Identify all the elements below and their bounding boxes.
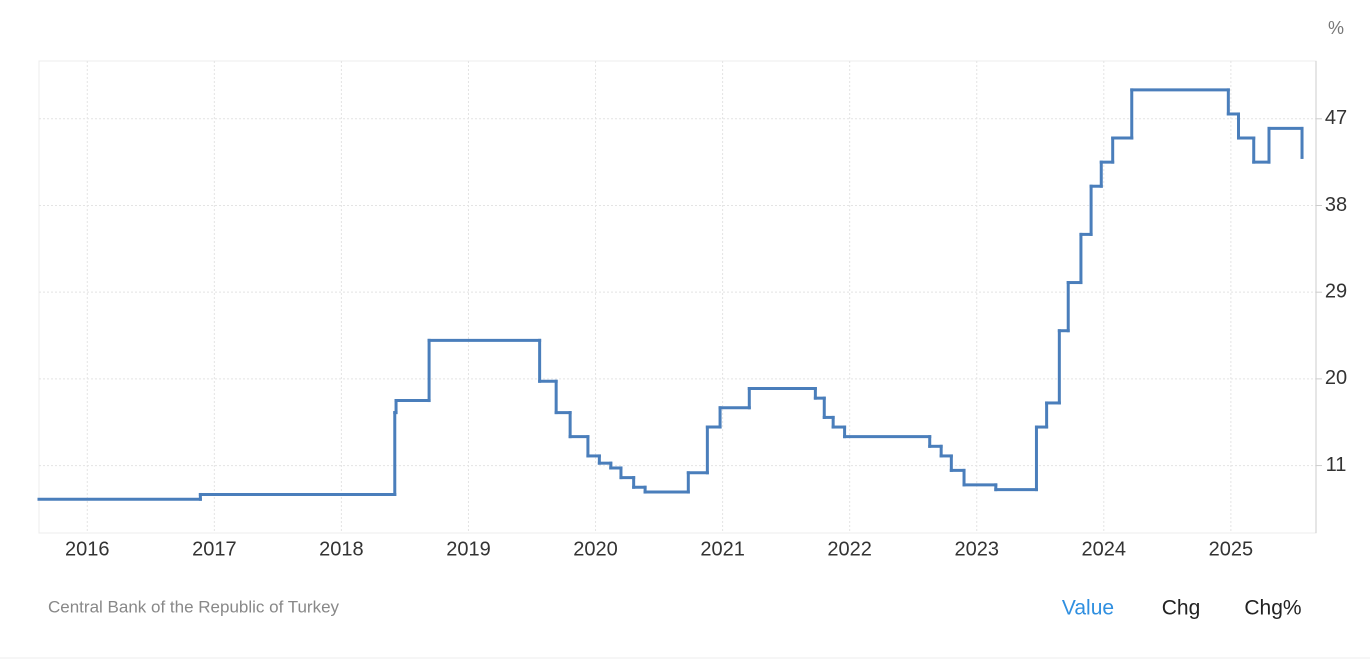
y-tick-label: 47 xyxy=(1325,107,1347,129)
y-tick-label: 38 xyxy=(1325,194,1347,216)
unit-label: % xyxy=(1328,18,1344,38)
x-tick-label: 2019 xyxy=(446,538,491,560)
chg-button[interactable]: Chg xyxy=(1162,597,1201,620)
y-tick-label: 20 xyxy=(1325,367,1347,389)
chgpct-button[interactable]: Chg% xyxy=(1244,597,1301,620)
source: Central Bank of the Republic of Turkey xyxy=(48,597,340,616)
x-tick-label: 2023 xyxy=(954,538,999,560)
x-tick-label: 2022 xyxy=(827,538,872,560)
x-tick-label: 2017 xyxy=(192,538,237,560)
x-tick-label: 2016 xyxy=(65,538,110,560)
y-tick-label: 29 xyxy=(1325,280,1347,302)
value-button[interactable]: Value xyxy=(1062,597,1114,620)
x-tick-label: 2018 xyxy=(319,538,364,560)
x-tick-label: 2024 xyxy=(1082,538,1127,560)
x-tick-label: 2021 xyxy=(700,538,745,560)
x-tick-label: 2025 xyxy=(1209,538,1254,560)
x-tick-label: 2020 xyxy=(573,538,618,560)
plot-frame xyxy=(38,60,1317,534)
y-tick-label: 11 xyxy=(1326,454,1347,476)
